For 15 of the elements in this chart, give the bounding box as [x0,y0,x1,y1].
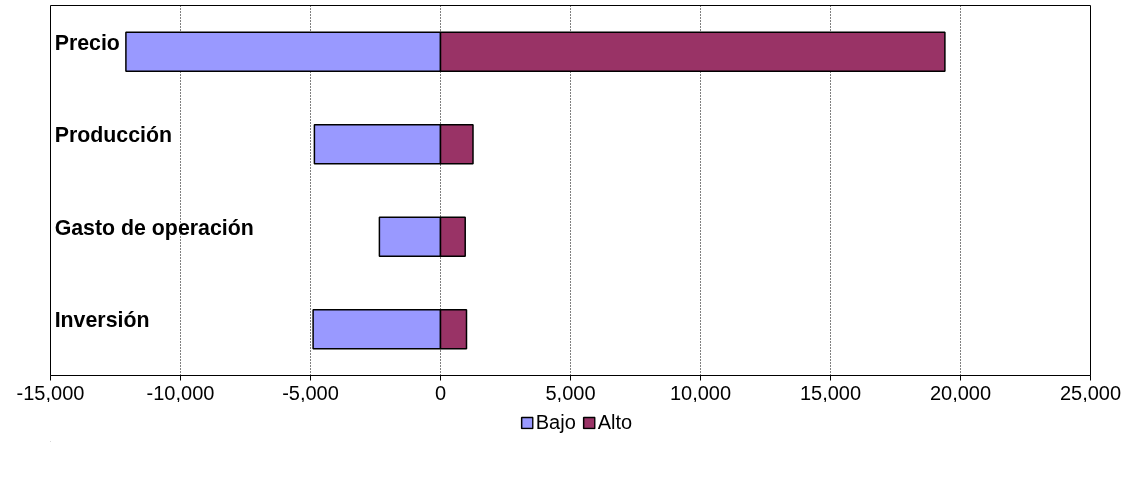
y-tick-label: Gasto de operación [54,215,254,240]
x-tick-label: 5,000 [545,381,596,404]
x-tick-label: 0 [434,381,447,404]
x-tick-label: 10,000 [669,381,732,404]
x-tick-label: 15,000 [799,381,862,404]
x-tick-label: -10,000 [146,381,215,404]
x-tick-label: 20,000 [929,381,992,404]
legend-label: Alto [597,410,633,434]
x-tick-label: 25,000 [1059,381,1122,404]
y-tick-label: Producción [54,123,172,147]
x-tick-label: -15,000 [16,381,85,404]
x-tick-label: -5,000 [282,381,339,404]
legend-label: Bajo [535,410,576,434]
y-tick-label: Inversión [54,308,150,332]
y-tick-label: Precio [54,30,120,55]
